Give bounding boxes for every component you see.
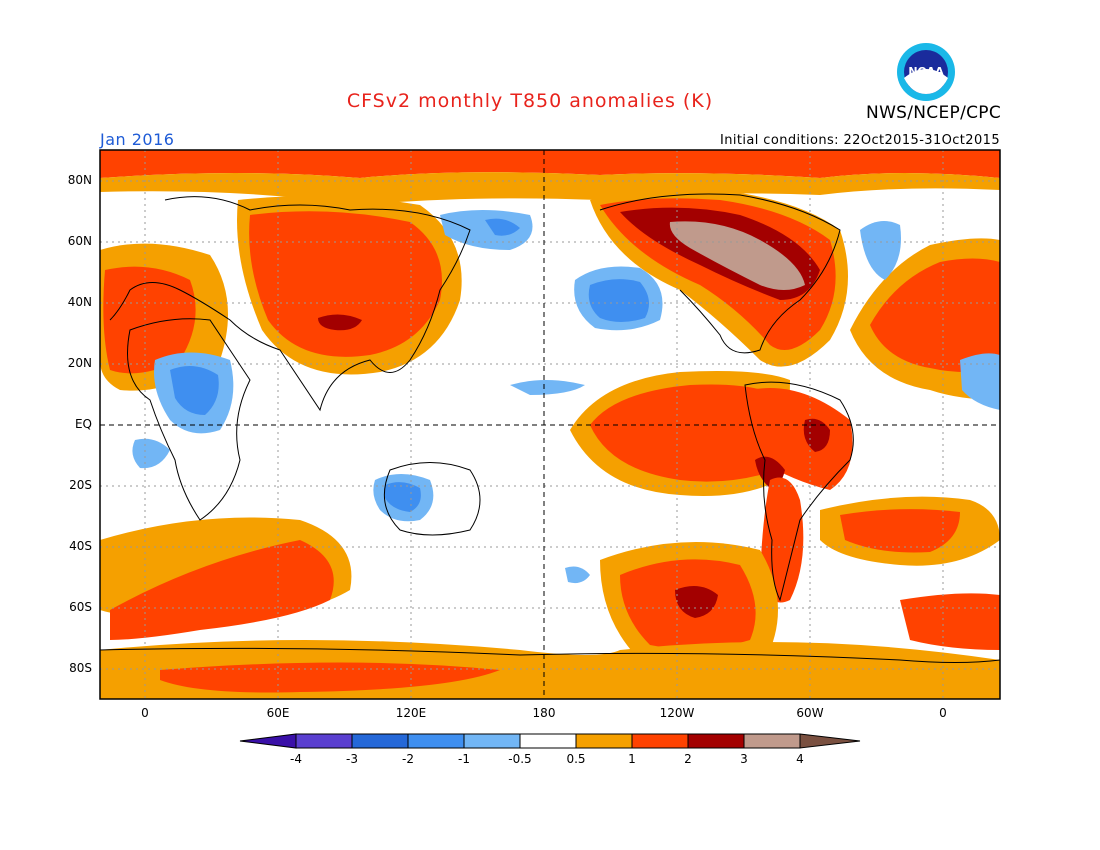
noaa-logo-text: NOAA — [908, 65, 944, 78]
lat-label: 40S — [69, 539, 92, 553]
lat-label: 40N — [67, 295, 92, 309]
lon-label: 0 — [141, 706, 149, 720]
colorbar-label: 3 — [740, 752, 748, 766]
colorbar-label: 1 — [628, 752, 636, 766]
lon-label: 60W — [796, 706, 824, 720]
colorbar-label: 4 — [796, 752, 804, 766]
colorbar-label: -1 — [458, 752, 470, 766]
lon-label: 120E — [395, 706, 427, 720]
lon-label: 60E — [266, 706, 290, 720]
colorbar-label: -2 — [402, 752, 414, 766]
lat-label: 20S — [69, 478, 92, 492]
forecast-month: Jan 2016 — [100, 130, 175, 149]
colorbar-label: 0.5 — [566, 752, 586, 766]
graticule — [100, 150, 1000, 699]
colorbar-label: -0.5 — [508, 752, 532, 766]
lon-label: 120W — [659, 706, 695, 720]
map-title: CFSv2 monthly T850 anomalies (K) — [346, 90, 714, 112]
coastlines — [99, 193, 1001, 663]
initial-conditions: Initial conditions: 22Oct2015-31Oct2015 — [720, 133, 1000, 148]
agency-label: NWS/NCEP/CPC — [866, 103, 1001, 123]
lat-label: 80S — [69, 661, 92, 675]
lat-label: 60S — [69, 600, 92, 614]
map-frame — [99, 149, 1001, 700]
lat-label: 60N — [67, 234, 92, 248]
lat-label: 80N — [67, 173, 92, 187]
noaa-logo-icon: NOAA — [897, 43, 955, 101]
equator-dateline — [100, 150, 1000, 699]
lon-label: 0 — [939, 706, 947, 720]
colorbar — [239, 733, 861, 749]
colorbar-label: -4 — [290, 752, 302, 766]
lat-label: EQ — [74, 417, 92, 431]
colorbar-label: 2 — [684, 752, 692, 766]
colorbar-label: -3 — [346, 752, 358, 766]
arctic-warm-region — [100, 150, 1000, 178]
lat-label: 20N — [67, 356, 92, 370]
lon-label: 180 — [532, 706, 556, 720]
